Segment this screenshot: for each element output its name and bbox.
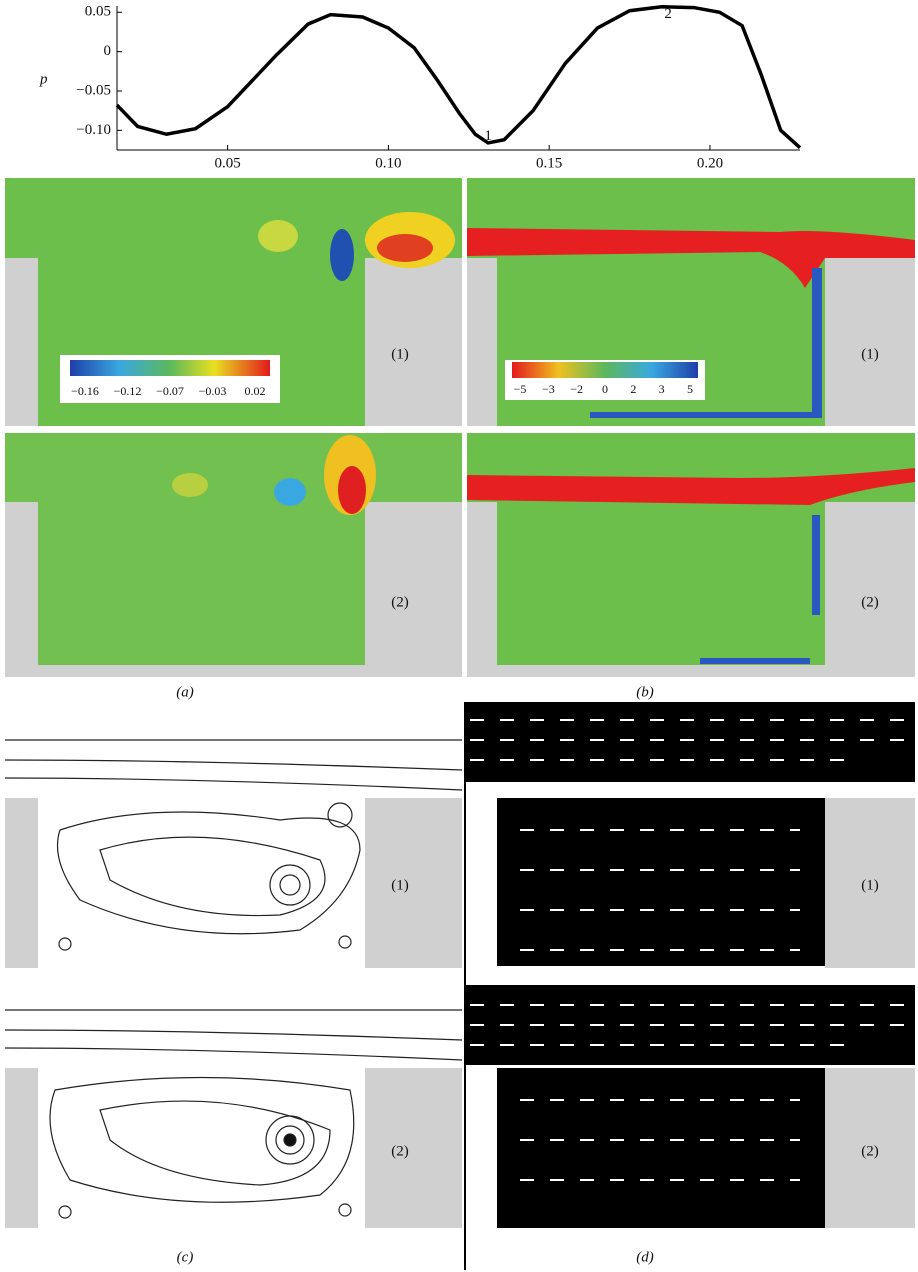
panel-label: (a) bbox=[176, 684, 194, 700]
state-label: (2) bbox=[391, 1143, 409, 1159]
y-tick-label: 0.05 bbox=[85, 4, 111, 20]
annotation: 2 bbox=[664, 6, 672, 22]
colorbar-tick-label: −3 bbox=[542, 382, 555, 396]
colorbar-tick-label: 5 bbox=[687, 382, 693, 396]
panel-c2 bbox=[4, 1009, 463, 1228]
panel-label: (c) bbox=[177, 1249, 194, 1265]
y-axis-label: p bbox=[39, 71, 48, 87]
panel-label: (d) bbox=[636, 1249, 654, 1265]
colorbar-tick-label: 0 bbox=[602, 382, 608, 396]
colorbar-tick-label: 3 bbox=[659, 382, 665, 396]
panel-c1 bbox=[4, 739, 463, 968]
state-label: (1) bbox=[861, 877, 879, 893]
colorbar-tick-label: 0.02 bbox=[245, 384, 266, 398]
panel-a2 bbox=[5, 433, 462, 677]
panel-label: (b) bbox=[636, 684, 654, 700]
state-label: (2) bbox=[861, 1143, 879, 1159]
colorbar-tick-label: −0.16 bbox=[71, 384, 99, 398]
x-tick-label: 0.05 bbox=[214, 155, 240, 171]
panel-b1 bbox=[467, 178, 915, 426]
panel-a1 bbox=[5, 178, 462, 426]
x-tick-label: 0.10 bbox=[375, 155, 401, 171]
state-label: (1) bbox=[391, 877, 409, 893]
colorbar-tick-label: −0.12 bbox=[114, 384, 142, 398]
y-tick-label: −0.10 bbox=[76, 122, 111, 138]
state-label: (1) bbox=[391, 346, 409, 362]
colorbar-tick-label: 2 bbox=[630, 382, 636, 396]
panel-d bbox=[464, 702, 915, 1270]
x-tick-label: 0.15 bbox=[536, 155, 562, 171]
colorbar-tick-label: −0.03 bbox=[199, 384, 227, 398]
x-tick-label: 0.20 bbox=[697, 155, 723, 171]
state-label: (2) bbox=[391, 594, 409, 610]
colorbar-tick-label: −0.07 bbox=[156, 384, 184, 398]
colorbar-tick-label: −2 bbox=[570, 382, 583, 396]
line bbox=[115, 5, 802, 149]
state-label: (1) bbox=[861, 346, 879, 362]
annotation: 1 bbox=[484, 128, 492, 144]
panel-b2 bbox=[467, 433, 915, 677]
y-tick-label: −0.05 bbox=[76, 82, 111, 98]
colorbar-labels: −0.16 −0.12 −0.07 −0.03 0.02 −5 −3 −2 0 2 3 5 bbox=[71, 382, 693, 398]
colorbar-tick-label: −5 bbox=[514, 382, 527, 396]
state-label: (2) bbox=[861, 594, 879, 610]
y-tick-label: 0 bbox=[104, 43, 112, 59]
line-chart: 0.05 0 −0.05 −0.10 0.05 0.10 0.15 0.20 1 2 bbox=[76, 4, 802, 171]
